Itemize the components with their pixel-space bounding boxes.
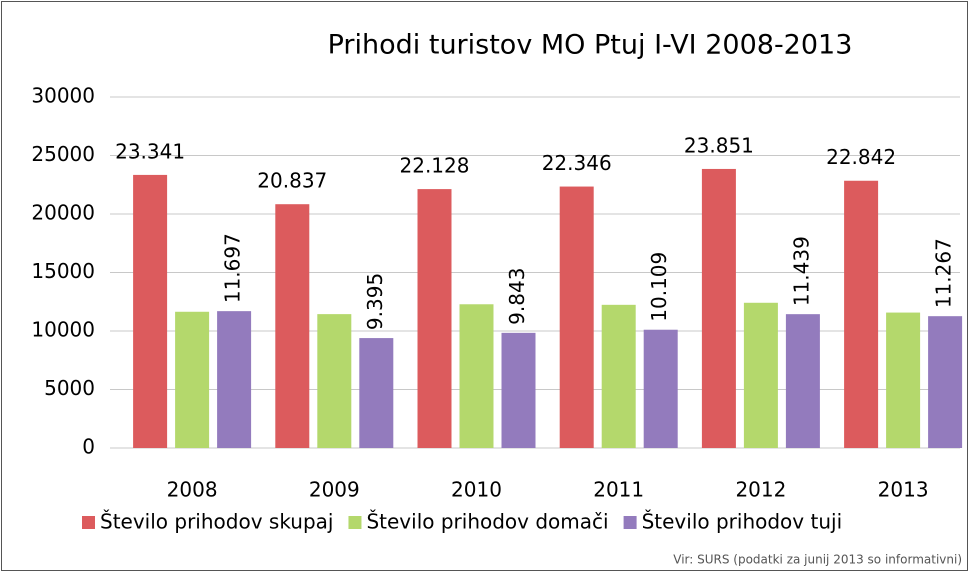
legend-label: Število prihodov skupaj [100, 510, 333, 534]
y-tick-label: 30000 [31, 84, 95, 108]
data-label: 20.837 [257, 169, 327, 193]
chart-title: Prihodi turistov MO Ptuj I-VI 2008-2013 [328, 30, 853, 61]
x-tick-label: 2013 [878, 478, 929, 502]
data-label: 22.346 [542, 151, 612, 175]
data-label: 23.341 [115, 139, 185, 163]
y-tick-label: 15000 [31, 259, 95, 283]
data-label: 23.851 [684, 133, 754, 157]
bar [701, 168, 736, 448]
bar [133, 174, 168, 449]
data-label: 9.843 [505, 268, 529, 325]
x-tick-label: 2008 [167, 478, 218, 502]
bar [844, 180, 879, 448]
x-tick-label: 2012 [735, 478, 786, 502]
bar [275, 204, 310, 448]
source-note: Vir: SURS (podatki za junij 2013 so info… [673, 553, 962, 567]
x-tick-label: 2010 [451, 478, 502, 502]
legend-swatch [348, 516, 362, 529]
legend-label: Število prihodov tuji [642, 510, 843, 534]
bar [417, 189, 452, 448]
legend-swatch [623, 516, 637, 529]
data-label: 11.697 [221, 233, 245, 303]
x-tick-label: 2011 [593, 478, 644, 502]
bar [785, 314, 820, 448]
bar [559, 186, 594, 448]
y-tick-label: 25000 [31, 142, 95, 166]
legend-label: Število prihodov domači [366, 510, 608, 534]
bar [175, 311, 210, 448]
bar [459, 304, 494, 448]
bar [501, 332, 536, 448]
y-tick-label: 10000 [31, 318, 95, 342]
bar [743, 302, 778, 448]
bar [928, 316, 963, 448]
data-label: 11.439 [789, 236, 813, 306]
bar [886, 312, 921, 448]
legend-swatch [82, 516, 95, 529]
y-tick-label: 5000 [44, 376, 95, 400]
data-label: 22.842 [826, 145, 896, 169]
y-tick-label: 0 [82, 435, 95, 459]
data-label: 9.395 [363, 273, 387, 330]
x-tick-label: 2009 [309, 478, 360, 502]
bar [359, 338, 394, 448]
data-label: 22.128 [400, 154, 470, 178]
bar [643, 329, 678, 448]
bar [317, 314, 352, 448]
data-label: 11.267 [932, 238, 956, 308]
y-tick-label: 20000 [31, 201, 95, 225]
bar [601, 304, 636, 448]
data-label: 10.109 [647, 252, 671, 322]
bar [217, 311, 252, 448]
